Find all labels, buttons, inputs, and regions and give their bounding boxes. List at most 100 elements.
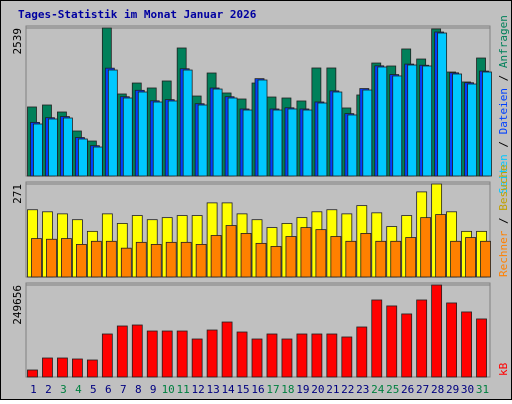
bar — [371, 299, 383, 378]
legend-separator: / — [497, 68, 510, 88]
bar — [191, 338, 203, 378]
bar — [150, 243, 162, 278]
bar — [317, 102, 328, 177]
legend-entry: Rechner — [497, 230, 510, 277]
bar — [210, 235, 222, 278]
bar — [356, 326, 368, 378]
x-tick-label: 7 — [120, 383, 127, 396]
x-tick-label: 29 — [446, 383, 459, 396]
bar — [390, 240, 402, 278]
bar — [135, 241, 147, 278]
bar — [332, 91, 343, 177]
bar — [31, 238, 42, 278]
bar — [92, 146, 103, 177]
x-tick-label: 12 — [192, 383, 205, 396]
x-tick-label: 10 — [162, 383, 175, 396]
bar — [152, 101, 163, 177]
x-tick-label: 4 — [75, 383, 82, 396]
legend-entry: Anfragen — [497, 15, 510, 68]
bar — [257, 79, 268, 177]
bar — [167, 100, 178, 177]
x-tick-label: 14 — [221, 383, 235, 396]
bar — [146, 330, 158, 378]
bar — [63, 117, 73, 177]
bar — [476, 318, 487, 378]
bar — [107, 69, 118, 177]
bar — [482, 71, 492, 177]
legend: kB — [497, 362, 510, 376]
bar — [287, 108, 298, 177]
chart-title: Tages-Statistik im Monat Januar 2026 — [18, 8, 257, 21]
bar — [221, 321, 233, 378]
legend-separator: / — [497, 134, 510, 154]
x-tick-label: 1 — [30, 383, 37, 396]
bar — [182, 69, 193, 177]
bar — [137, 91, 148, 177]
bar — [272, 109, 283, 177]
bar — [101, 333, 113, 378]
bar — [416, 299, 428, 378]
bar — [480, 240, 491, 278]
bar — [165, 241, 177, 278]
legend-entry: Besuche — [497, 164, 510, 210]
x-tick-label: 20 — [311, 383, 324, 396]
x-tick-label: 15 — [236, 383, 249, 396]
bar — [467, 83, 477, 177]
y-tick-label: 2539 — [11, 28, 24, 55]
bar — [42, 357, 53, 378]
bar — [296, 333, 308, 378]
bar — [120, 247, 132, 278]
bar — [61, 238, 72, 278]
x-tick-label: 19 — [296, 383, 309, 396]
x-tick-label: 8 — [135, 383, 142, 396]
bar — [437, 32, 448, 177]
bar — [446, 302, 457, 378]
bar — [311, 333, 323, 378]
x-tick-label: 11 — [177, 383, 190, 396]
x-tick-label: 21 — [326, 383, 339, 396]
bar — [435, 214, 447, 278]
x-tick-label: 5 — [90, 383, 97, 396]
bar — [90, 240, 102, 278]
bar — [86, 359, 98, 378]
bar — [377, 66, 388, 177]
bar — [225, 225, 237, 278]
legend: Rechner / Besuche — [497, 164, 510, 277]
bar — [431, 284, 443, 378]
x-tick-label: 6 — [105, 383, 112, 396]
legend-entry: Dateien — [497, 88, 510, 134]
bar — [48, 118, 58, 177]
x-tick-label: 2 — [45, 383, 52, 396]
legend: Seiten / Dateien / Anfragen — [497, 15, 510, 194]
x-tick-label: 28 — [431, 383, 444, 396]
bar — [345, 240, 357, 278]
bar — [105, 240, 117, 278]
bar — [236, 331, 248, 378]
legend-entry: Seiten — [497, 154, 510, 194]
bar — [452, 73, 462, 177]
bar — [161, 330, 173, 378]
x-tick-label: 3 — [60, 383, 67, 396]
bar — [330, 236, 342, 278]
bar — [122, 97, 133, 177]
bar — [240, 233, 252, 278]
x-tick-label: 24 — [371, 383, 385, 396]
legend-separator: / — [497, 211, 510, 231]
bar — [180, 241, 192, 278]
bar — [270, 246, 282, 278]
bar — [251, 338, 263, 378]
bar — [72, 358, 83, 378]
bar — [131, 324, 143, 378]
x-tick-label: 27 — [416, 383, 429, 396]
bar — [405, 237, 417, 278]
bar — [212, 88, 223, 177]
bar — [33, 123, 43, 177]
bar — [285, 236, 297, 278]
bar — [326, 333, 338, 378]
bar — [360, 233, 372, 278]
y-tick-label: 249656 — [11, 285, 24, 325]
bar — [420, 217, 432, 278]
bar — [78, 138, 88, 177]
bar — [401, 313, 413, 378]
bar — [176, 330, 188, 378]
